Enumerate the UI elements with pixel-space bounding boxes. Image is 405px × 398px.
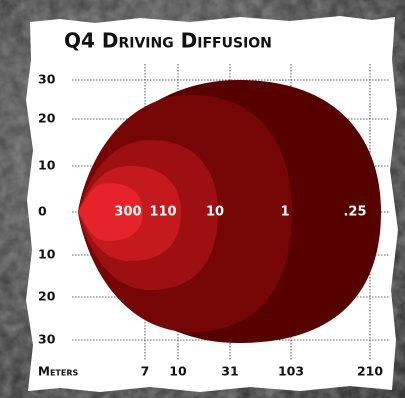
- x-label: 210: [357, 364, 383, 379]
- zone-label: 10: [206, 205, 224, 220]
- y-label: 20: [38, 289, 56, 304]
- x-label: 103: [278, 364, 304, 379]
- x-label: 10: [169, 364, 187, 379]
- x-axis-label: Meters: [38, 365, 78, 379]
- zone-label: 1: [280, 205, 289, 220]
- zone-label: 300: [114, 205, 141, 220]
- y-label: 10: [38, 247, 56, 262]
- y-label: 10: [38, 158, 56, 173]
- x-label: 31: [221, 364, 238, 379]
- beam-zone: [78, 183, 143, 241]
- x-label: 7: [141, 364, 150, 379]
- title: Q4 Driving Diffusion: [64, 29, 272, 53]
- y-label: 30: [38, 332, 56, 347]
- y-label: 0: [38, 204, 47, 219]
- zone-label: 110: [149, 205, 176, 220]
- y-label: 30: [38, 72, 56, 87]
- y-label: 20: [38, 111, 56, 126]
- zone-label: .25: [343, 205, 366, 220]
